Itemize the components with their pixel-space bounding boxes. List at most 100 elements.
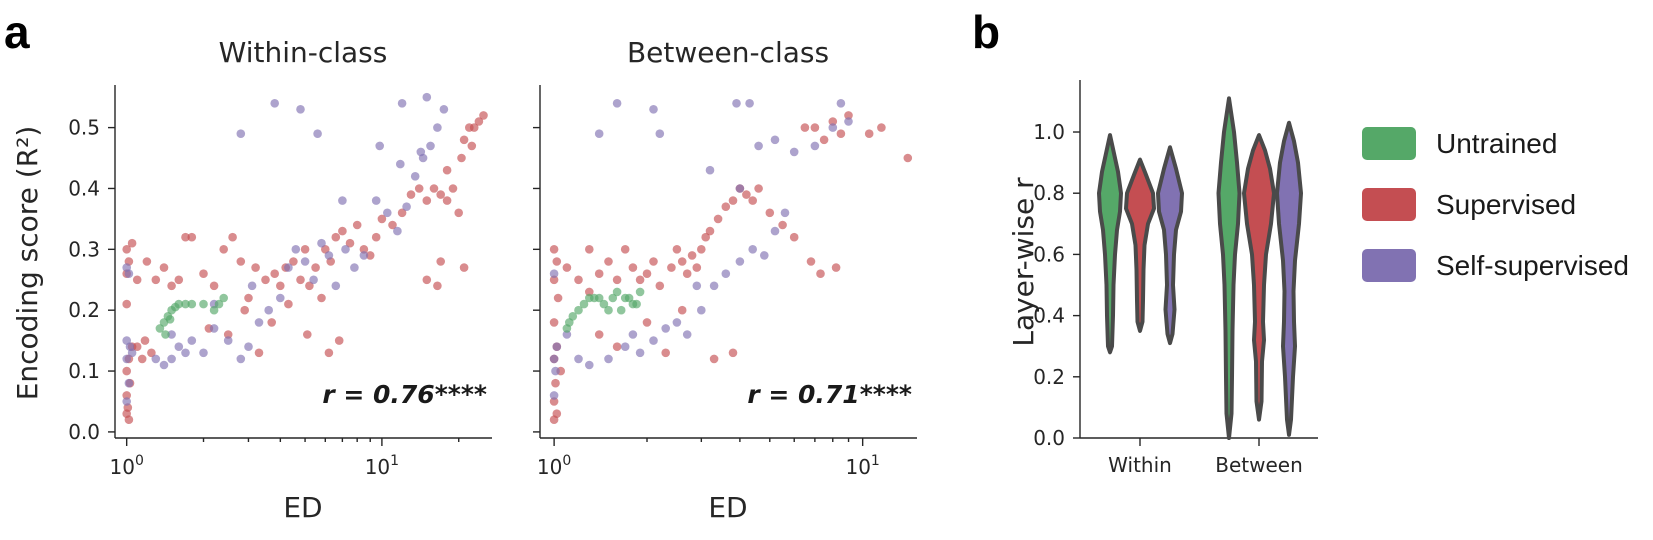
scatter-point-supervised	[276, 281, 285, 291]
scatter-point-untrained	[604, 305, 613, 315]
scatter-point-supervised	[122, 245, 131, 254]
scatter-point-supervised	[181, 232, 190, 242]
scatter-point-self-supervised	[151, 354, 161, 364]
scatter-point-self-supervised	[159, 360, 169, 370]
scatter-point-untrained	[161, 330, 170, 339]
scatter-point-untrained	[568, 312, 578, 321]
scatter-point-supervised	[800, 123, 810, 132]
scatter-point-self-supervised	[317, 238, 326, 248]
scatter-point-supervised	[388, 220, 397, 230]
violin-panel: Layer-wise r 0.0 0.2 0.4 0.6 0.8 1.0 Within Bet…	[1007, 80, 1318, 477]
scatter-point-supervised	[284, 299, 293, 309]
scatter-point-self-supervised	[574, 354, 583, 364]
scatter-point-self-supervised	[655, 129, 665, 138]
scatter-point-self-supervised	[721, 269, 731, 279]
violin-y-tick-label: 0.2	[1033, 365, 1065, 389]
scatter-point-supervised	[574, 275, 583, 285]
scatter-point-supervised	[789, 232, 799, 242]
scatter-point-self-supervised	[124, 378, 134, 388]
scatter-point-self-supervised	[585, 360, 594, 370]
scatter-point-supervised	[359, 245, 369, 254]
x-tick-label: 101	[845, 453, 879, 479]
x-tick-label: 101	[365, 453, 399, 479]
scatter-point-self-supervised	[789, 147, 799, 157]
scatter-point-self-supervised	[124, 269, 134, 279]
scatter-point-supervised	[585, 245, 594, 254]
scatter-within-class: Within-class Encoding score (R²) ED r = …	[11, 36, 492, 524]
scatter-point-self-supervised	[313, 129, 322, 138]
scatter-point-supervised	[628, 263, 638, 272]
violin-y-tick-label: 1.0	[1033, 120, 1065, 144]
scatter-point-supervised	[810, 123, 820, 132]
scatter-point-untrained	[616, 305, 626, 315]
scatter-point-self-supervised	[276, 293, 285, 303]
scatter-point-self-supervised	[350, 263, 359, 272]
scatter-point-self-supervised	[732, 99, 741, 108]
scatter-point-supervised	[457, 153, 466, 163]
scatter-point-self-supervised	[748, 245, 757, 254]
violin-x-tick-label: Within	[1108, 453, 1172, 477]
y-tick-label: 0.4	[68, 176, 100, 200]
scatter-point-supervised	[251, 263, 260, 272]
scatter-point-self-supervised	[187, 336, 197, 345]
scatter-point-self-supervised	[705, 165, 715, 175]
scatter-point-supervised	[219, 245, 228, 254]
scatter-point-supervised	[132, 342, 142, 352]
scatter-point-self-supervised	[402, 202, 411, 211]
scatter-point-supervised	[649, 257, 658, 266]
scatter-point-supervised	[174, 275, 184, 285]
scatter-point-supervised	[728, 348, 738, 358]
scatter-point-self-supervised	[291, 245, 301, 254]
scatter-point-supervised	[345, 238, 355, 248]
violin-y-tick-label: 0.6	[1033, 242, 1065, 266]
y-tick-label: 0.5	[68, 116, 100, 140]
scatter-point-supervised	[549, 318, 559, 327]
scatter-point-supervised	[159, 263, 169, 272]
scatter-point-supervised	[682, 269, 692, 279]
scatter-point-supervised	[697, 245, 706, 254]
scatter-point-self-supervised	[780, 208, 790, 218]
scatter-point-supervised	[397, 208, 407, 218]
scatter-point-self-supervised	[341, 245, 350, 254]
violin-within-supervised	[1124, 157, 1156, 333]
scatter-point-supervised	[122, 366, 131, 376]
scatter-point-self-supervised	[122, 354, 131, 364]
scatter-point-self-supervised	[127, 348, 137, 358]
legend-swatch-supervised	[1362, 188, 1416, 221]
scatter-point-supervised	[677, 257, 687, 266]
violin-y-tick-label: 0.0	[1033, 426, 1065, 450]
scatter-point-self-supervised	[410, 172, 420, 181]
legend: Untrained Supervised Self-supervised	[1362, 127, 1629, 282]
scatter-point-self-supervised	[284, 263, 293, 272]
scatter-point-supervised	[828, 117, 838, 126]
scatter-point-self-supervised	[697, 305, 706, 315]
scatter-point-supervised	[612, 275, 622, 285]
scatter-point-untrained	[219, 293, 228, 303]
scatter-within-title: Within-class	[219, 36, 388, 69]
scatter-point-self-supervised	[433, 123, 442, 132]
scatter-point-supervised	[551, 378, 560, 388]
scatter-point-supervised	[778, 220, 787, 230]
scatter-point-self-supervised	[375, 141, 385, 151]
scatter-point-supervised	[371, 232, 381, 242]
legend-label-supervised: Supervised	[1436, 189, 1576, 220]
scatter-point-self-supervised	[439, 105, 449, 114]
scatter-point-self-supervised	[244, 342, 253, 352]
scatter-point-supervised	[300, 245, 310, 254]
scatter-point-untrained	[635, 287, 645, 297]
scatter-point-self-supervised	[552, 342, 562, 352]
scatter-point-self-supervised	[549, 391, 559, 400]
scatter-point-untrained	[574, 305, 583, 315]
y-tick-label: 0.2	[68, 298, 100, 322]
panel-label-a: a	[4, 6, 30, 58]
scatter-point-self-supervised	[770, 135, 780, 145]
scatter-point-untrained	[155, 324, 165, 333]
scatter-point-supervised	[877, 123, 886, 132]
scatter-point-supervised	[467, 141, 477, 151]
scatter-between-class: Between-class ED r = 0.71**** 100 101	[533, 36, 917, 524]
violin-within-untrained	[1097, 133, 1123, 355]
scatter-point-supervised	[436, 257, 446, 266]
scatter-point-supervised	[620, 245, 630, 254]
scatter-point-supervised	[377, 214, 387, 224]
scatter-point-self-supervised	[181, 348, 190, 358]
